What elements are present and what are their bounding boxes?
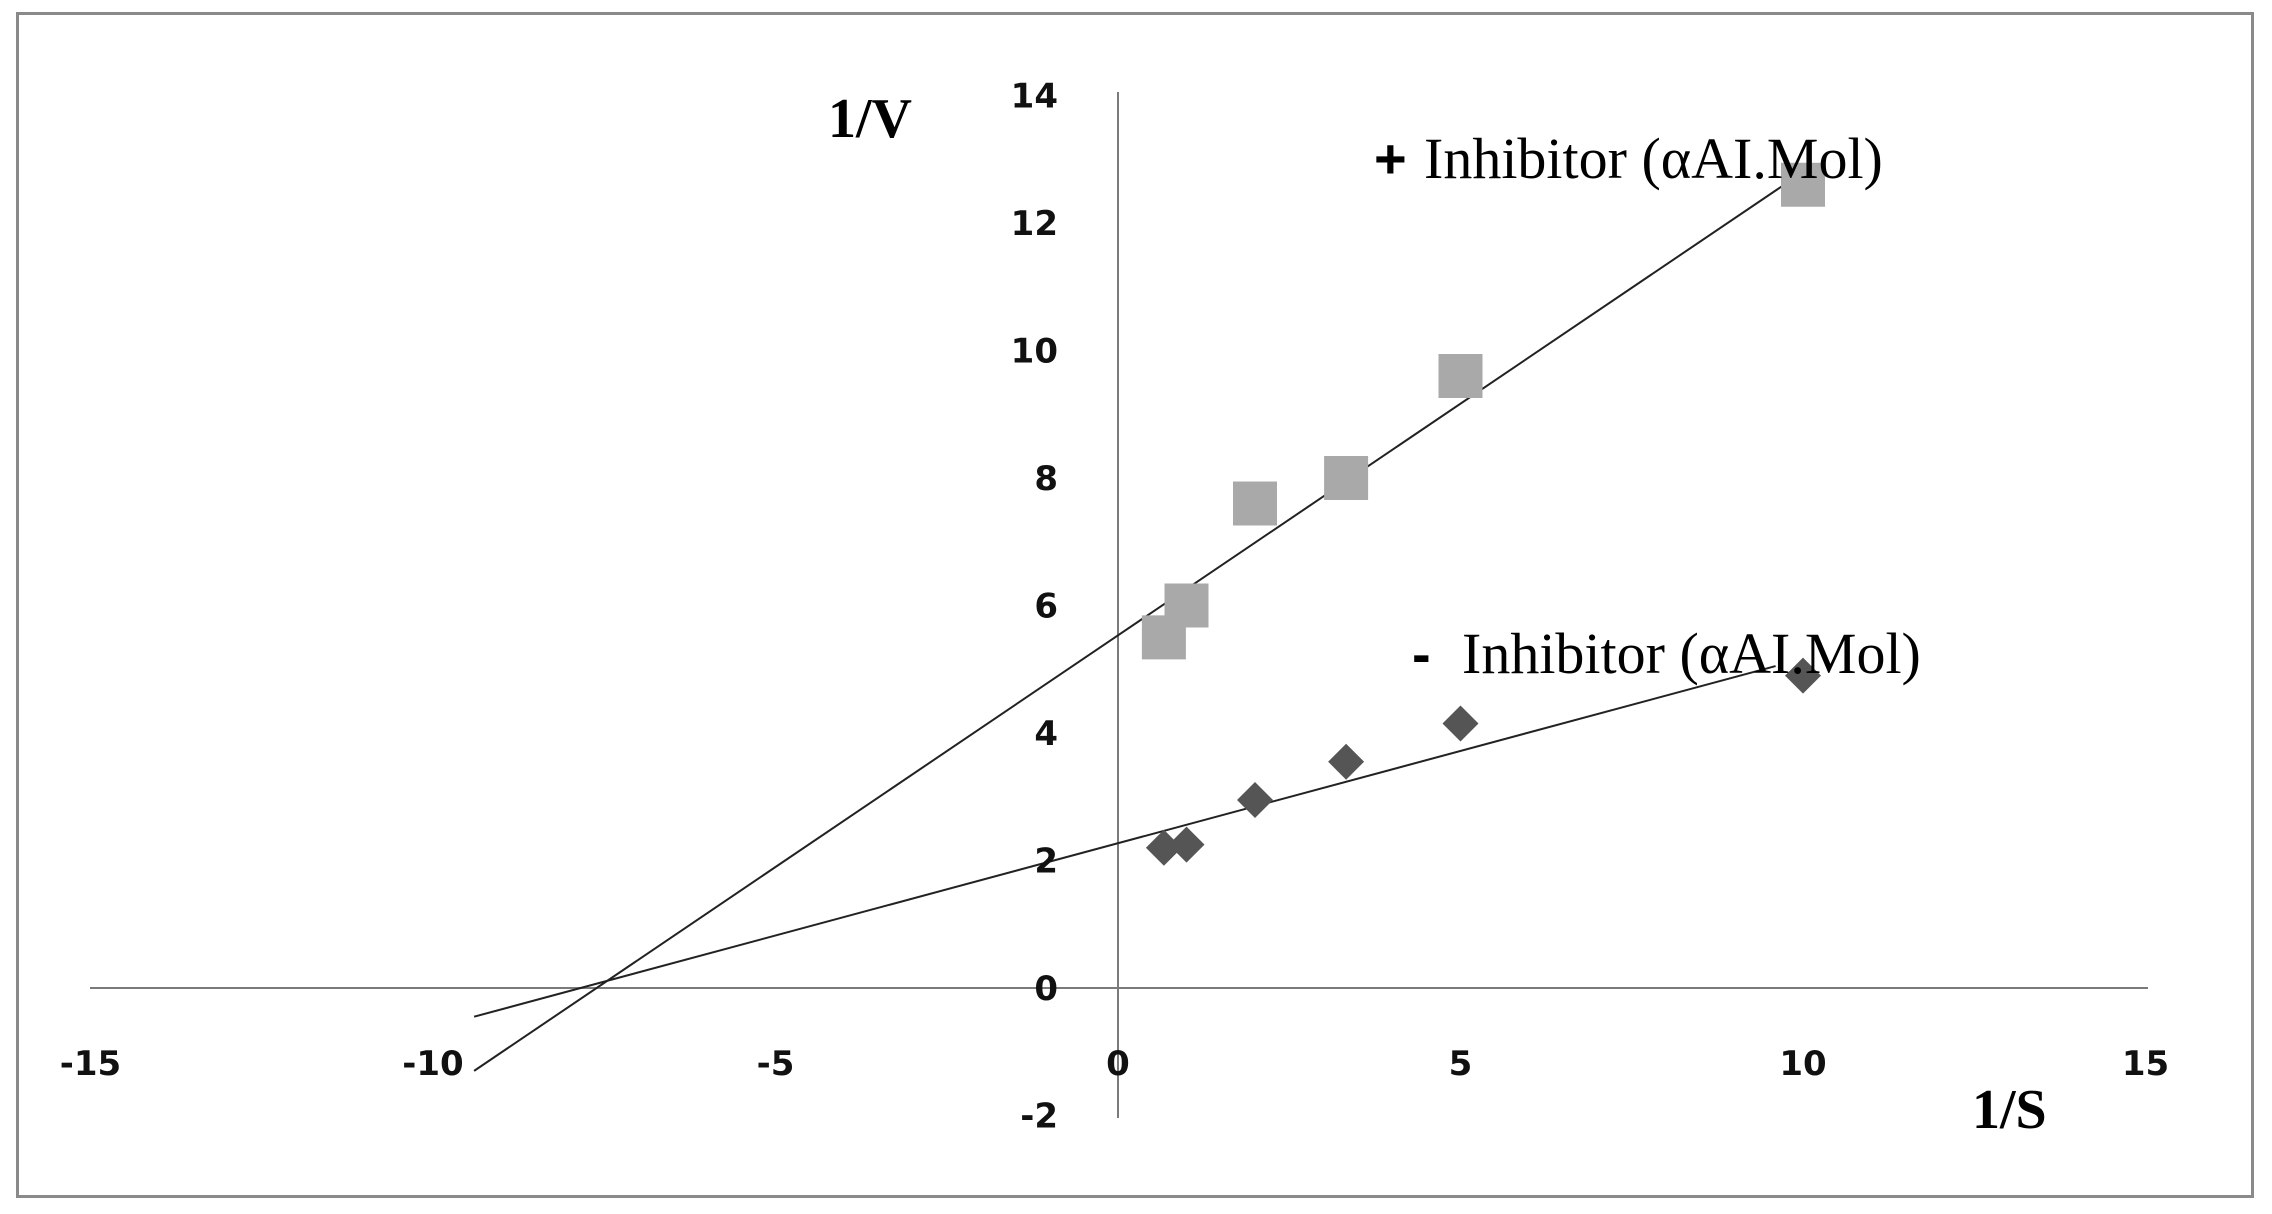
y-tick-label: 14 [1011,77,1058,117]
x-axis-title: 1/S [1972,1079,2047,1141]
square-marker [1164,583,1209,628]
diamond-marker [1442,705,1479,742]
trendline-series-1 [473,171,1804,1072]
diamond-marker [1145,829,1182,866]
square-marker [1324,456,1369,500]
chart-frame [16,12,2254,1198]
series-label-sign: - [1412,622,1431,685]
x-tick-label: 5 [1449,1044,1473,1084]
tick-labels: -15 -10 -5 0 5 10 15 -2 0 2 4 6 8 10 12 14 [60,77,2169,1137]
square-marker [1233,481,1277,526]
series-labels: + Inhibitor (αAI.Mol)- Inhibitor (αAI.Mol) [1374,126,1921,686]
y-tick-label: 8 [1034,459,1058,499]
x-tick-label: -5 [757,1044,795,1084]
y-tick-label: 10 [1011,332,1058,372]
x-tick-label: 15 [2122,1044,2169,1084]
data-markers [1141,162,1825,866]
x-tick-label: 10 [1779,1044,1826,1084]
y-axis-title: 1/V [828,88,912,150]
square-marker [1781,162,1825,207]
x-tick-label: 0 [1106,1044,1130,1084]
diamond-marker [1328,743,1365,780]
y-tick-label: 12 [1011,204,1058,244]
x-tick-label: -15 [60,1044,121,1084]
x-tick-label: -10 [402,1044,463,1084]
diamond-marker [1237,781,1273,818]
series-label-text: Inhibitor (αAI.Mol) [1424,126,1883,191]
trendline-series-2 [473,665,1776,1018]
y-tick-label: 6 [1034,587,1058,627]
diamond-marker [1785,657,1821,694]
y-tick-label: -2 [1020,1097,1058,1137]
y-tick-label: 0 [1034,969,1058,1009]
diamond-marker [1168,826,1205,863]
axes [90,92,2148,1118]
square-marker [1438,354,1483,398]
y-tick-label: 4 [1034,714,1058,754]
trendlines [473,171,1804,1072]
y-tick-label: 2 [1034,842,1058,882]
series-label-text: Inhibitor (αAI.Mol) [1462,621,1921,686]
series-label-sign: + [1374,127,1407,190]
